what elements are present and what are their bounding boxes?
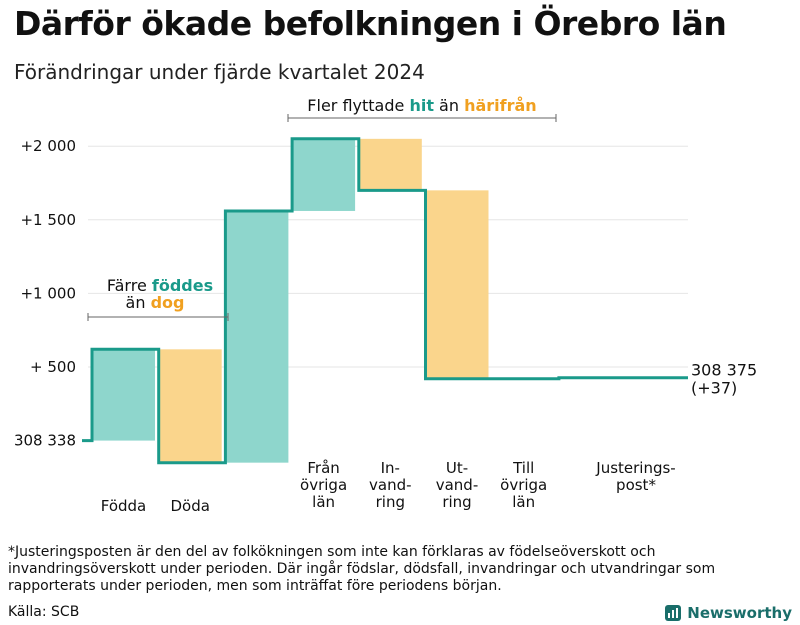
- category-label: In-: [381, 459, 400, 477]
- source-label: Källa: SCB: [8, 604, 80, 620]
- category-label: ring: [376, 493, 405, 511]
- y-tick-label: +1 500: [20, 211, 76, 229]
- category-label: Döda: [170, 497, 209, 515]
- category-label: län: [312, 493, 335, 511]
- bar: [292, 138, 356, 211]
- category-label: ring: [442, 493, 471, 511]
- category-label: övriga: [300, 476, 347, 494]
- category-labels: Födda DödaFrånövrigalänIn-vand-ringUt-van…: [101, 459, 676, 515]
- annotation-highlight-increase: föddes: [152, 276, 213, 295]
- category-label: Från: [307, 459, 339, 477]
- y-tick-label: 308 338: [14, 432, 76, 450]
- brand-name: Newsworthy: [687, 604, 792, 622]
- annotation-birth-death-line1: Färre föddes: [107, 276, 213, 295]
- y-tick-label: +1 000: [20, 284, 76, 302]
- category-label: Till: [512, 459, 534, 477]
- chart-subtitle: Förändringar under fjärde kvartalet 2024: [14, 60, 425, 84]
- annotation-highlight: härifrån: [464, 96, 537, 115]
- category-label: Ut-: [446, 459, 468, 477]
- category-label: Födda: [101, 497, 147, 515]
- chart-title: Därför ökade befolkningen i Örebro län: [14, 4, 727, 43]
- category-label: vand-: [369, 476, 412, 494]
- y-tick-label: + 500: [30, 358, 76, 376]
- bar: [425, 190, 489, 379]
- y-axis-tick-labels: 308 338 + 500 +1 000 +1 500 +2 000: [14, 137, 76, 449]
- final-value-label: 308 375: [691, 361, 757, 380]
- bars: [92, 138, 489, 463]
- category-label: Justerings-: [595, 459, 675, 477]
- category-label: vand-: [436, 476, 479, 494]
- bar: [158, 349, 222, 463]
- waterfall-chart: 308 338 + 500 +1 000 +1 500 +2 000 Födda Döda…: [14, 96, 757, 515]
- annotation-text: Färre: [107, 276, 152, 295]
- bar: [225, 210, 289, 463]
- newsworthy-logo-icon: [665, 605, 682, 621]
- cumulative-line: [82, 137, 688, 465]
- annotation-text: Fler flyttade: [307, 96, 409, 115]
- end-value-labels: 308 375(+37): [691, 361, 757, 398]
- annotation-highlight: hit: [409, 96, 434, 115]
- bar: [92, 349, 155, 441]
- y-tick-label: +2 000: [20, 137, 76, 155]
- cumulative-step-line: [82, 137, 688, 465]
- category-label: post*: [616, 476, 656, 494]
- category-label: övriga: [500, 476, 547, 494]
- annotation-migration: Fler flyttade hit än härifrån: [307, 96, 536, 115]
- footnote: *Justeringsposten är den del av folkökni…: [8, 544, 716, 594]
- bar: [358, 138, 422, 191]
- final-change-label: (+37): [691, 379, 737, 398]
- annotation-highlight-decrease: dog: [151, 293, 185, 312]
- annotation-birth-death-line2: än dog: [126, 293, 185, 312]
- annotation-text: än: [126, 293, 151, 312]
- annotation-text: än: [434, 96, 464, 115]
- brand-logo: Newsworthy: [665, 604, 792, 622]
- category-label: län: [512, 493, 535, 511]
